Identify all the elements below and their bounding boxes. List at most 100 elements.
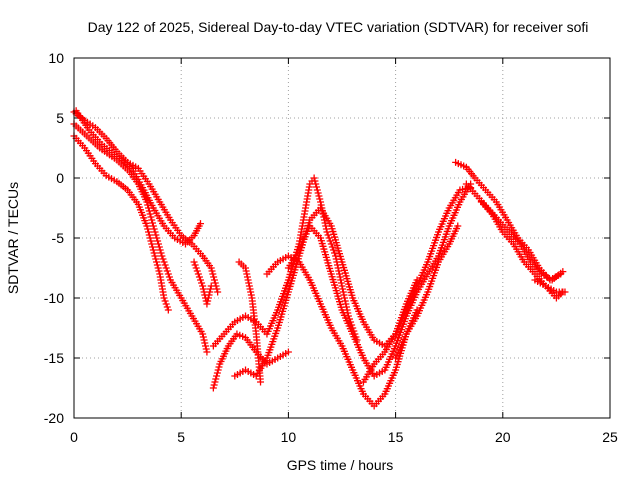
data-point [152, 255, 160, 263]
data-point [155, 267, 163, 275]
data-point [284, 348, 292, 356]
series-track-1 [70, 108, 222, 296]
data-point [199, 282, 207, 290]
y-tick-label: 10 [48, 50, 64, 66]
x-tick-label: 20 [495, 429, 511, 445]
x-tick-label: 5 [177, 429, 185, 445]
data-point [215, 363, 223, 371]
data-point [145, 228, 153, 236]
data-point [150, 225, 158, 233]
data-point [210, 276, 218, 284]
y-tick-label: 0 [56, 170, 64, 186]
data-point [164, 306, 172, 314]
data-point [150, 249, 158, 257]
data-point [204, 297, 212, 305]
data-point [190, 258, 198, 266]
data-point [212, 375, 220, 383]
data-point [157, 249, 165, 257]
data-point [161, 297, 169, 305]
data-point [330, 249, 338, 257]
data-point [155, 243, 163, 251]
data-point [201, 339, 209, 347]
data-point [147, 213, 155, 221]
data-point [559, 288, 567, 296]
data-point [154, 237, 162, 245]
data-point [203, 348, 211, 356]
y-tick-label: 5 [56, 110, 64, 126]
x-axis-label: GPS time / hours [287, 457, 394, 473]
series-track-5 [190, 258, 215, 308]
data-point [146, 210, 154, 218]
data-point [209, 384, 217, 392]
data-point [148, 216, 156, 224]
data-point [257, 378, 265, 386]
data-point [143, 222, 151, 230]
data-point [162, 300, 170, 308]
data-point [196, 276, 204, 284]
data-points [70, 107, 569, 410]
series-track-10 [263, 252, 421, 410]
data-point [161, 261, 169, 269]
data-point [153, 261, 161, 269]
data-point [158, 252, 166, 260]
plot-frame [73, 57, 611, 419]
data-point [324, 231, 332, 239]
data-point [154, 240, 162, 248]
data-point [213, 372, 221, 380]
data-point [213, 285, 221, 293]
data-point [314, 189, 322, 197]
data-point [204, 294, 212, 302]
data-point [160, 294, 168, 302]
data-point [152, 231, 160, 239]
data-point [201, 342, 209, 350]
data-point [207, 264, 215, 272]
series-track-4 [72, 107, 204, 248]
data-point [199, 333, 207, 341]
chart-title: Day 122 of 2025, Sidereal Day-to-day VTE… [88, 19, 589, 35]
series-track-16 [477, 198, 569, 296]
data-point [214, 366, 222, 374]
data-point [209, 270, 217, 278]
data-point [149, 219, 157, 227]
series-track-17 [531, 276, 567, 302]
data-point [210, 381, 218, 389]
x-tick-label: 15 [388, 429, 404, 445]
data-point [200, 336, 208, 344]
y-tick-label: -5 [52, 230, 65, 246]
series-track-3 [70, 132, 172, 314]
data-point [165, 273, 173, 281]
axis-ticks: 0 5 10 15 20 25 -20 -15 -10 -5 0 5 10 [44, 50, 618, 445]
data-point [151, 228, 159, 236]
data-point [211, 378, 219, 386]
data-point [199, 285, 207, 293]
data-point [205, 291, 213, 299]
data-point [144, 225, 152, 233]
data-point [213, 369, 221, 377]
data-point [145, 231, 153, 239]
x-tick-label: 10 [281, 429, 297, 445]
data-point [199, 330, 207, 338]
data-point [198, 279, 206, 287]
data-point [149, 222, 157, 230]
data-point [146, 234, 154, 242]
y-axis-label: SDTVAR / TECUs [5, 182, 21, 294]
data-point [154, 264, 162, 272]
data-point [203, 300, 211, 308]
data-point [315, 192, 323, 200]
data-point [207, 282, 215, 290]
data-point [210, 273, 218, 281]
data-point [206, 288, 214, 296]
series-track-11 [284, 180, 475, 380]
data-point [326, 237, 334, 245]
data-point [310, 174, 318, 182]
series-track-12 [392, 222, 462, 362]
data-point [312, 180, 320, 188]
series-track-6 [209, 174, 361, 350]
data-point [163, 267, 171, 275]
data-point [147, 237, 155, 245]
data-point [559, 268, 567, 276]
data-point [313, 183, 321, 191]
x-tick-label: 25 [602, 429, 618, 445]
data-point [311, 177, 319, 185]
